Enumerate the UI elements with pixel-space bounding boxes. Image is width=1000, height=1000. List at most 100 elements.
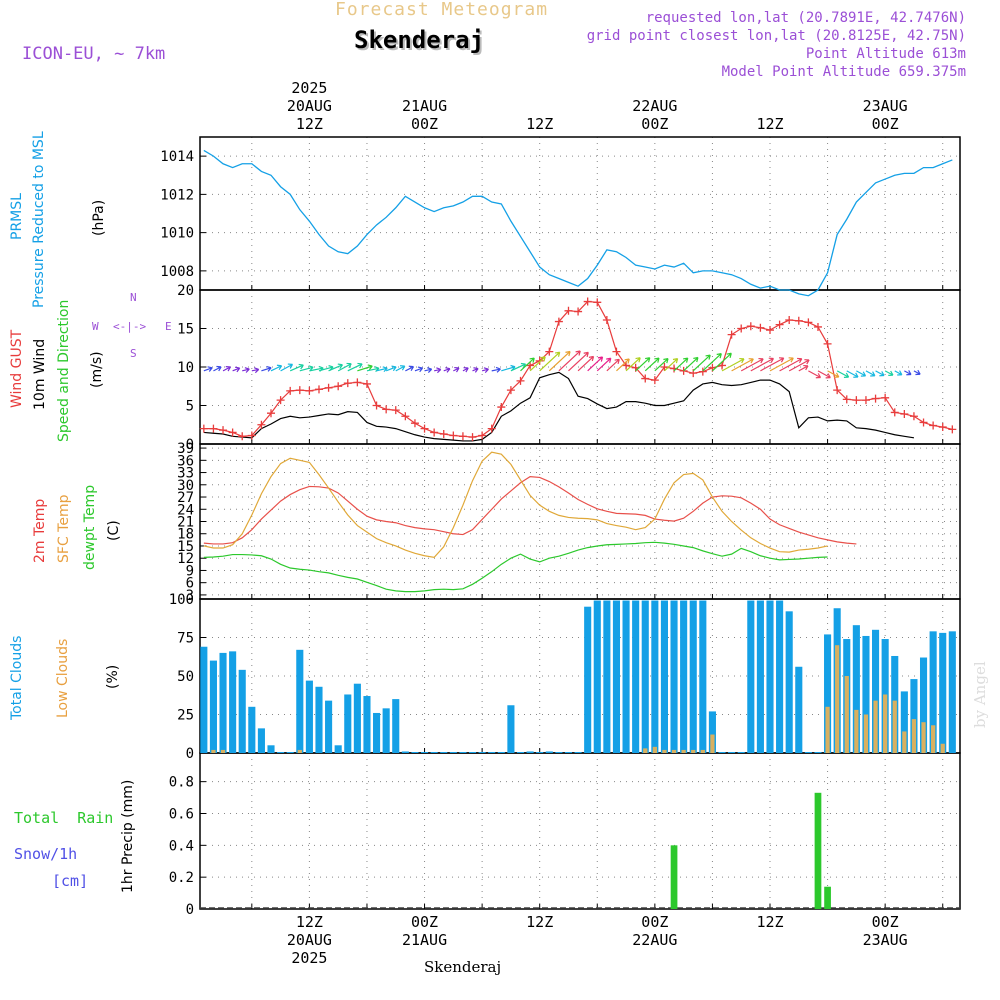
low-cloud-bar xyxy=(892,700,897,753)
gust-marker xyxy=(458,432,467,441)
low-cloud-bar xyxy=(844,676,849,753)
gust-marker xyxy=(698,367,707,376)
gust-marker xyxy=(257,420,266,429)
wind-direction-arrow xyxy=(779,357,803,372)
gust-marker xyxy=(535,356,544,365)
y-tick-label: 0.2 xyxy=(169,870,194,886)
gust-marker xyxy=(295,386,304,395)
wind-direction-arrow xyxy=(913,369,921,376)
y-tick-label: 24 xyxy=(177,502,194,518)
low-cloud-bar xyxy=(835,645,840,753)
wind-line xyxy=(203,371,915,442)
wind-direction-arrow xyxy=(827,370,840,378)
y-tick-label: 0 xyxy=(186,902,194,918)
wind-direction-arrow xyxy=(836,370,850,378)
low-cloud-bar xyxy=(883,694,888,753)
temp2m-line xyxy=(203,476,857,545)
total-cloud-bar xyxy=(257,728,265,753)
wind-direction-arrow xyxy=(808,370,822,379)
low-cloud-bar xyxy=(902,731,907,753)
gust-marker xyxy=(766,326,774,335)
total-cloud-bar xyxy=(353,683,361,753)
total-cloud-bar xyxy=(277,752,285,753)
total-cloud-bar xyxy=(305,680,313,753)
low-cloud-bar xyxy=(710,734,715,753)
total-cloud-bar xyxy=(209,660,217,753)
total-cloud-bar xyxy=(574,752,582,753)
low-cloud-bar xyxy=(681,749,686,753)
wind-direction-arrow xyxy=(251,367,260,374)
y-tick-label: 100 xyxy=(169,592,194,608)
gust-marker xyxy=(238,432,247,441)
gust-marker xyxy=(276,396,285,405)
y-tick-label: 0.8 xyxy=(169,775,194,791)
gust-marker xyxy=(401,412,410,421)
gust-marker xyxy=(909,412,918,421)
low-cloud-bar xyxy=(643,748,648,753)
wind-direction-arrow xyxy=(865,370,876,377)
gust-marker xyxy=(890,408,899,417)
total-cloud-bar xyxy=(459,752,467,753)
gust-marker xyxy=(545,347,554,356)
y-tick-label: 12 xyxy=(177,551,194,567)
low-cloud-bar xyxy=(652,746,657,753)
y-tick-label: 21 xyxy=(177,515,194,531)
total-cloud-bar xyxy=(267,745,275,753)
y-tick-label: 1010 xyxy=(160,226,194,242)
total-cloud-bar xyxy=(766,600,774,753)
total-cloud-bar xyxy=(804,752,812,753)
time-label: 12Z xyxy=(526,913,554,931)
y-tick-label: 15 xyxy=(177,539,194,555)
panel-frame xyxy=(199,136,961,291)
wind-direction-arrow xyxy=(213,365,222,372)
snow-unit: [cm] xyxy=(52,872,89,890)
gust-marker xyxy=(794,316,803,325)
wind-direction-arrow xyxy=(884,370,894,376)
y-tick-label: 9 xyxy=(186,563,194,579)
low-cloud-bar xyxy=(700,749,705,753)
gust-marker xyxy=(929,421,938,430)
wind-direction-arrow xyxy=(328,363,343,372)
time-label: 12Z 20AUG 2025 xyxy=(286,913,332,967)
total-cloud-bar xyxy=(507,705,515,753)
y-tick-label: 30 xyxy=(177,478,194,494)
gust-marker xyxy=(842,395,851,404)
gust-marker xyxy=(526,361,535,370)
total-cloud-bar xyxy=(488,752,496,753)
gust-marker xyxy=(506,386,515,395)
total-cloud-bar xyxy=(728,752,736,753)
wind-direction-arrow xyxy=(462,367,469,373)
gust-marker xyxy=(410,419,419,428)
gust-marker xyxy=(679,366,688,375)
total-cloud-bar xyxy=(612,600,621,753)
total-cloud-bar xyxy=(555,752,563,753)
total-cloud-bar xyxy=(939,632,947,753)
wind-direction-arrow xyxy=(558,350,581,372)
total-cloud-bar xyxy=(440,752,448,753)
wind-direction-arrow xyxy=(635,357,651,372)
wind-direction-arrow xyxy=(280,363,294,372)
y-tick-label: 1008 xyxy=(160,264,194,280)
wind-direction-arrow xyxy=(788,359,810,372)
gust-marker xyxy=(219,426,228,435)
total-cloud-bar xyxy=(651,600,659,753)
gust-marker xyxy=(209,424,218,433)
model-altitude: Model Point Altitude 659.375m xyxy=(721,64,966,80)
gust-marker xyxy=(871,394,880,403)
sfc-temp-line xyxy=(203,451,828,559)
panel-clouds: 0 25 50 75 100 xyxy=(169,592,961,762)
total-cloud-bar xyxy=(670,600,678,753)
total-cloud-bar xyxy=(497,752,505,753)
low-cloud-bar xyxy=(854,709,859,753)
time-label: 00Z 21AUG xyxy=(401,913,448,949)
wind-direction-arrow xyxy=(721,357,745,372)
gust-marker xyxy=(554,317,563,326)
rain-bar xyxy=(670,845,678,909)
wind-direction-arrow xyxy=(875,370,885,377)
gust-marker xyxy=(602,316,611,325)
y-tick-label: 0.4 xyxy=(169,838,194,854)
gust-marker xyxy=(612,347,621,356)
y-tick-label: 36 xyxy=(177,453,194,469)
low-cloud-bar xyxy=(671,749,677,753)
low-cloud-bar xyxy=(825,706,830,753)
